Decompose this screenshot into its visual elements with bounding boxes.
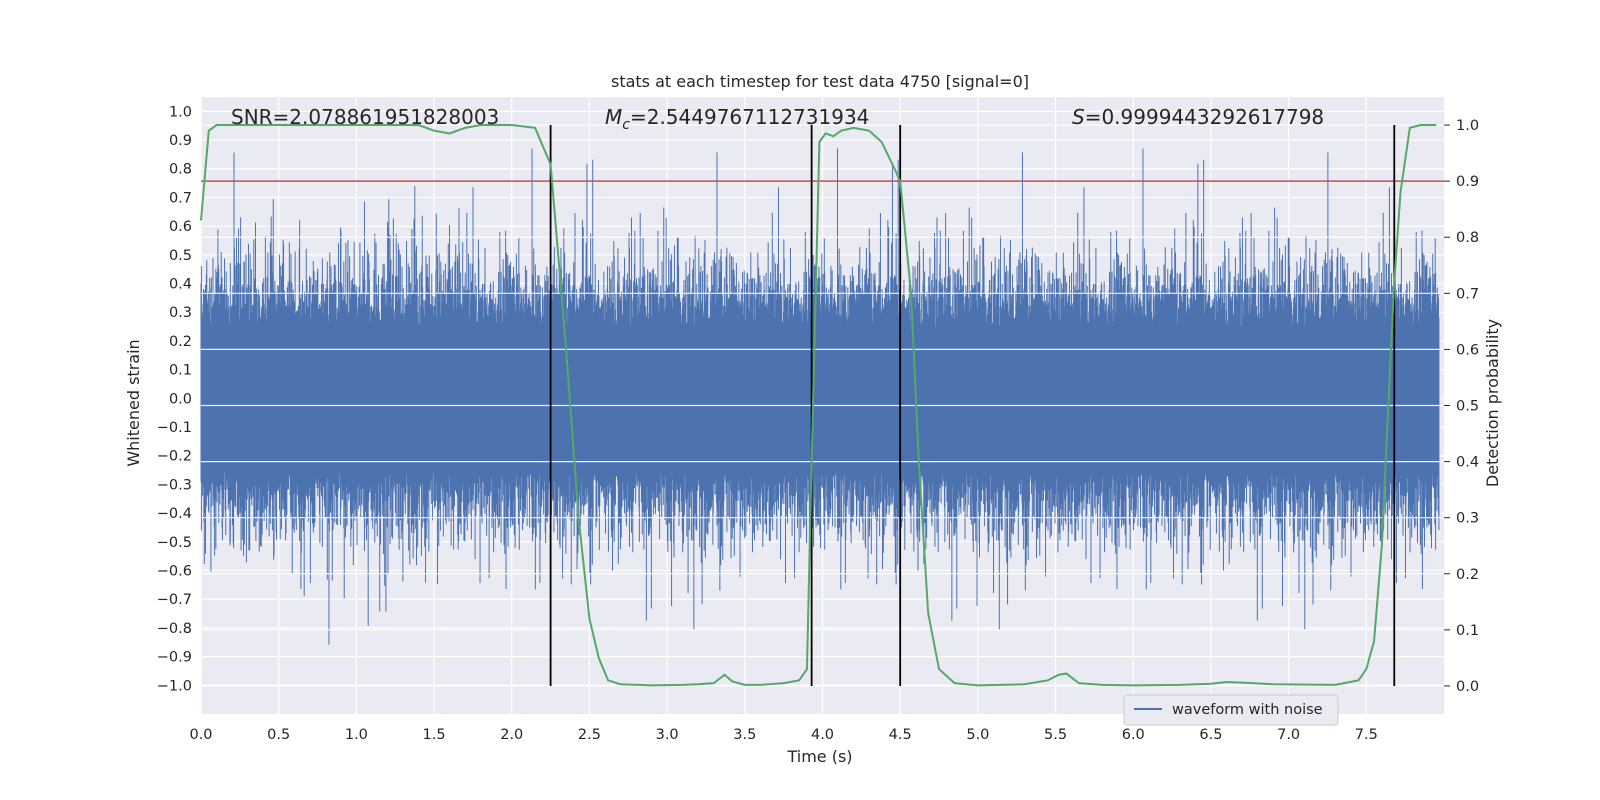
y-left-tick-label: −0.7 [157, 592, 192, 608]
waveform-line [200, 148, 1440, 645]
x-axis-label: Time (s) [786, 747, 852, 766]
y-left-tick-labels: 1.0 0.9 0.8 0.7 0.6 0.5 0.4 0.3 0.2 0.1 0.0 −0.1 −0.… [157, 104, 192, 694]
legend: waveform with noise [1123, 694, 1339, 726]
vertical-lines [549, 125, 1396, 686]
x-tick-label: 5.5 [1044, 727, 1067, 743]
y-left-tick-label: −0.5 [157, 535, 192, 551]
y-left-tick-label: −0.6 [157, 564, 192, 580]
s-annotation: S=0.9999443292617798 [1072, 105, 1324, 129]
y-left-tick-label: −0.3 [157, 477, 192, 493]
mc-annotation: Mc=2.5449767112731934 [605, 105, 869, 133]
legend-box [1123, 694, 1339, 726]
y-right-tick-label: 0.6 [1456, 342, 1479, 358]
x-tick-label: 5.0 [966, 727, 989, 743]
y-right-tick-label: 0.2 [1456, 567, 1479, 583]
y-left-tick-label: −0.2 [157, 449, 192, 465]
y-left-tick-label: −0.8 [157, 621, 192, 637]
x-tick-label: 2.5 [578, 727, 601, 743]
x-tick-label: 6.5 [1199, 727, 1222, 743]
x-tick-label: 4.0 [811, 727, 834, 743]
x-tick-label: 3.5 [733, 727, 756, 743]
x-tick-label: 0.5 [267, 727, 290, 743]
y-left-tick-label: 0.6 [169, 219, 192, 235]
x-tick-label: 1.0 [345, 727, 368, 743]
y-left-tick-label: −1.0 [157, 678, 192, 694]
y-left-tick-label: 0.4 [169, 277, 192, 293]
y-left-tick-label: 0.1 [169, 363, 192, 379]
s-value: =0.9999443292617798 [1085, 105, 1324, 129]
x-tick-label: 3.0 [656, 727, 679, 743]
mc-value: =2.5449767112731934 [630, 105, 869, 129]
y-right-tick-label: 0.8 [1456, 230, 1479, 246]
y-right-tick-label: 0.1 [1456, 623, 1479, 639]
y-right-tick-label: 0.9 [1456, 174, 1479, 190]
x-tick-labels: 0.0 0.5 1.0 1.5 2.0 2.5 3.0 3.5 4.0 4.5 5.0 5.5 6.0 6… [189, 727, 1377, 743]
mc-symbol: M [605, 105, 622, 129]
y-axis-label-left: Whitened strain [124, 339, 143, 466]
snr-annotation: SNR=2.078861951828003 [231, 105, 499, 129]
y-left-tick-label: 0.2 [169, 334, 192, 350]
s-symbol: S [1072, 105, 1085, 129]
y-axis-label-right: Detection probability [1483, 319, 1502, 487]
y-right-tick-labels: 1.0 0.9 0.8 0.7 0.6 0.5 0.4 0.3 0.2 0.1 0.0 [1444, 118, 1479, 695]
x-tick-label: 1.5 [423, 727, 446, 743]
y-left-tick-label: 0.5 [169, 248, 192, 264]
y-left-tick-label: 0.3 [169, 305, 192, 321]
y-left-tick-label: −0.9 [157, 650, 192, 666]
legend-label: waveform with noise [1172, 702, 1323, 718]
mc-subscript: c [622, 117, 630, 133]
y-right-tick-label: 0.0 [1456, 679, 1479, 695]
y-left-tick-label: 0.9 [169, 133, 192, 149]
x-tick-label: 0.0 [189, 727, 212, 743]
y-left-tick-label: −0.4 [157, 506, 192, 522]
y-right-tick-label: 0.3 [1456, 511, 1479, 527]
y-left-tick-label: −0.1 [157, 420, 192, 436]
x-tick-label: 7.0 [1277, 727, 1300, 743]
y-right-tick-label: 1.0 [1456, 118, 1479, 134]
x-tick-label: 7.5 [1355, 727, 1378, 743]
y-right-tick-label: 0.4 [1456, 455, 1479, 471]
probability-line [200, 124, 1437, 687]
y-right-tick-label: 0.5 [1456, 399, 1479, 415]
y-left-tick-label: 0.8 [169, 162, 192, 178]
y-left-tick-label: 1.0 [169, 104, 192, 120]
y-left-tick-label: 0.7 [169, 190, 192, 206]
x-tick-label: 4.5 [889, 727, 912, 743]
y-left-tick-label: 0.0 [169, 391, 192, 407]
x-tick-label: 2.0 [500, 727, 523, 743]
chart-title: stats at each timestep for test data 475… [611, 72, 1029, 91]
x-tick-label: 6.0 [1122, 727, 1145, 743]
probability-series [200, 124, 1437, 687]
y-right-tick-label: 0.7 [1456, 286, 1479, 302]
